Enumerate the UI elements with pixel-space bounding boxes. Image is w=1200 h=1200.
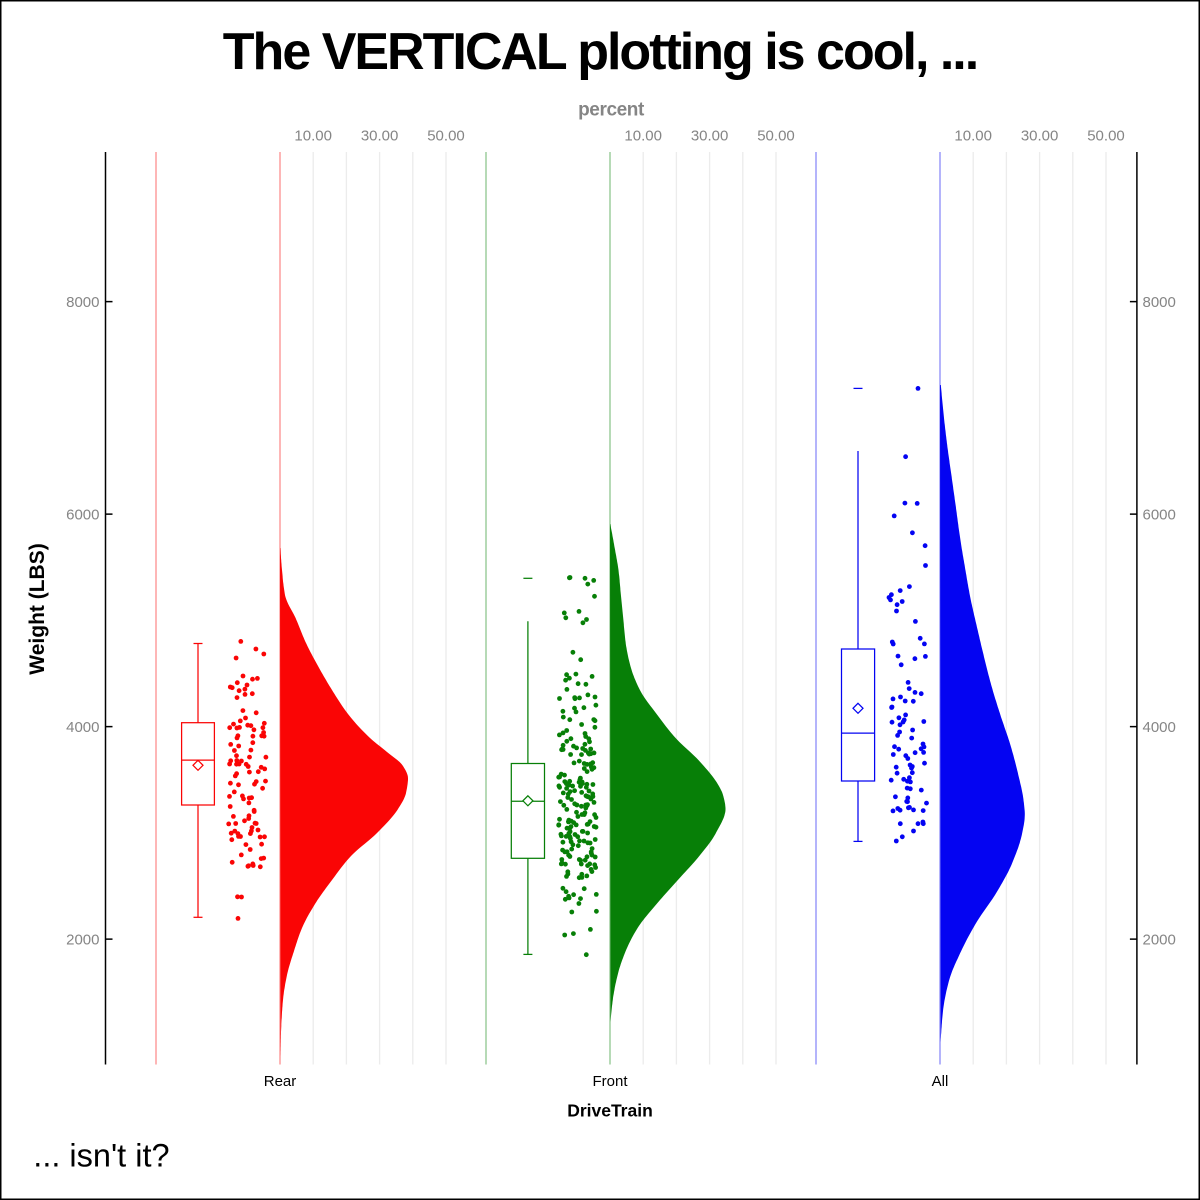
svg-text:... isn't it?: ... isn't it? <box>33 1137 169 1173</box>
svg-text:10.00: 10.00 <box>624 128 662 145</box>
svg-text:4000: 4000 <box>1143 719 1176 736</box>
svg-text:2000: 2000 <box>1143 931 1176 948</box>
svg-text:Front: Front <box>592 1073 628 1090</box>
svg-text:DriveTrain: DriveTrain <box>567 1101 653 1121</box>
svg-text:Weight (LBS): Weight (LBS) <box>26 543 49 674</box>
svg-text:6000: 6000 <box>1143 506 1176 523</box>
svg-text:30.00: 30.00 <box>1021 128 1059 145</box>
svg-text:50.00: 50.00 <box>1087 128 1125 145</box>
svg-text:30.00: 30.00 <box>691 128 729 145</box>
svg-text:8000: 8000 <box>1143 294 1176 311</box>
svg-text:50.00: 50.00 <box>757 128 795 145</box>
svg-text:percent: percent <box>578 100 645 121</box>
svg-text:10.00: 10.00 <box>954 128 992 145</box>
svg-text:All: All <box>932 1073 949 1090</box>
svg-text:2000: 2000 <box>66 931 99 948</box>
svg-text:50.00: 50.00 <box>427 128 465 145</box>
svg-text:30.00: 30.00 <box>361 128 399 145</box>
svg-text:The VERTICAL plotting is cool,: The VERTICAL plotting is cool, ... <box>223 23 977 81</box>
svg-text:6000: 6000 <box>66 506 99 523</box>
svg-text:4000: 4000 <box>66 719 99 736</box>
svg-text:Rear: Rear <box>264 1073 297 1090</box>
svg-text:10.00: 10.00 <box>294 128 332 145</box>
svg-text:8000: 8000 <box>66 294 99 311</box>
